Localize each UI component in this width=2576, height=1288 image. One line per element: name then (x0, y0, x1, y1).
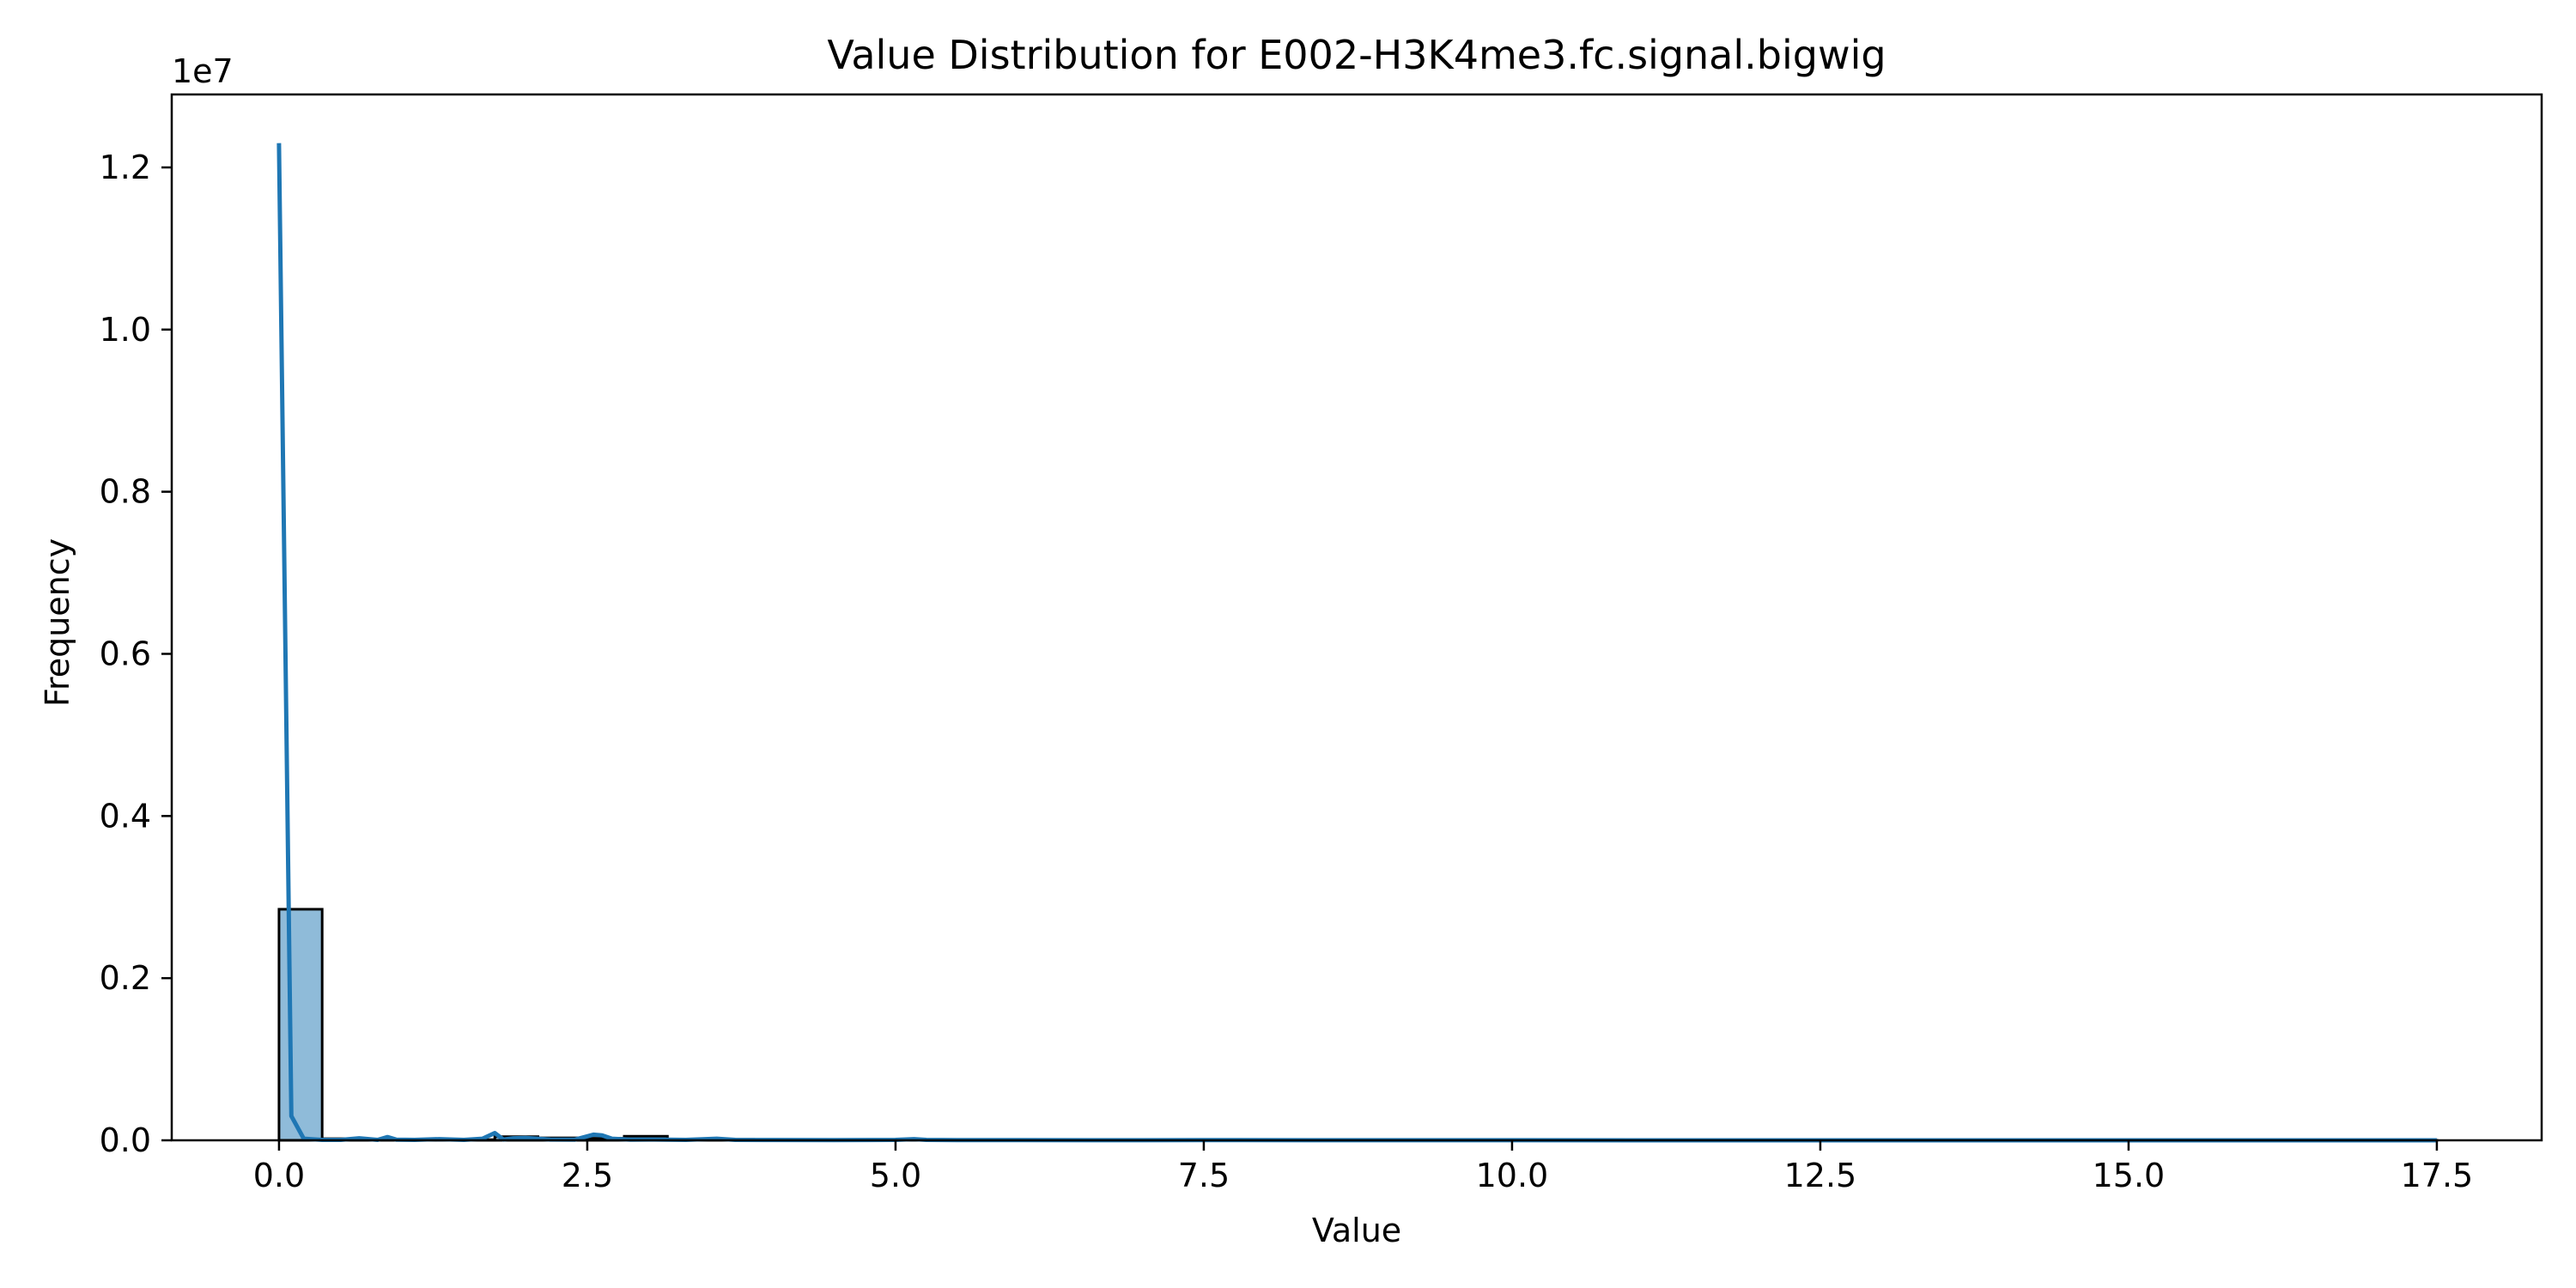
x-tick-label: 2.5 (562, 1157, 613, 1194)
y-tick-label: 1.2 (100, 149, 151, 186)
x-axis-ticks: 0.0 2.5 5.0 7.5 10.0 12.5 15.0 17.5 (253, 1140, 2474, 1194)
x-tick-label: 5.0 (870, 1157, 921, 1194)
y-tick-label: 0.0 (100, 1121, 151, 1159)
histogram-bar (277, 908, 324, 1142)
y-axis-label: Frequency (39, 538, 76, 707)
x-tick-label: 12.5 (1784, 1157, 1857, 1194)
chart-title: Value Distribution for E002-H3K4me3.fc.s… (827, 32, 1886, 78)
plot-area-frame (170, 93, 2543, 1142)
x-tick-label: 17.5 (2401, 1157, 2474, 1194)
x-tick-label: 7.5 (1178, 1157, 1230, 1194)
y-tick-label: 0.2 (100, 959, 151, 997)
x-tick-label: 15.0 (2093, 1157, 2166, 1194)
x-tick-label: 0.0 (253, 1157, 305, 1194)
x-axis-label: Value (1312, 1212, 1401, 1249)
y-axis-ticks: 0.0 0.2 0.4 0.6 0.8 1.0 1.2 (100, 149, 172, 1159)
y-tick-label: 1.0 (100, 311, 151, 349)
y-axis-offset-label: 1e7 (172, 52, 234, 90)
kde-curve (276, 143, 2437, 1143)
y-tick-label: 0.8 (100, 473, 151, 511)
histogram-bars (277, 908, 2439, 1142)
y-tick-label: 0.6 (100, 635, 151, 672)
kde-curve-group (276, 143, 2437, 1143)
x-tick-label: 10.0 (1476, 1157, 1549, 1194)
y-tick-label: 0.4 (100, 797, 151, 835)
